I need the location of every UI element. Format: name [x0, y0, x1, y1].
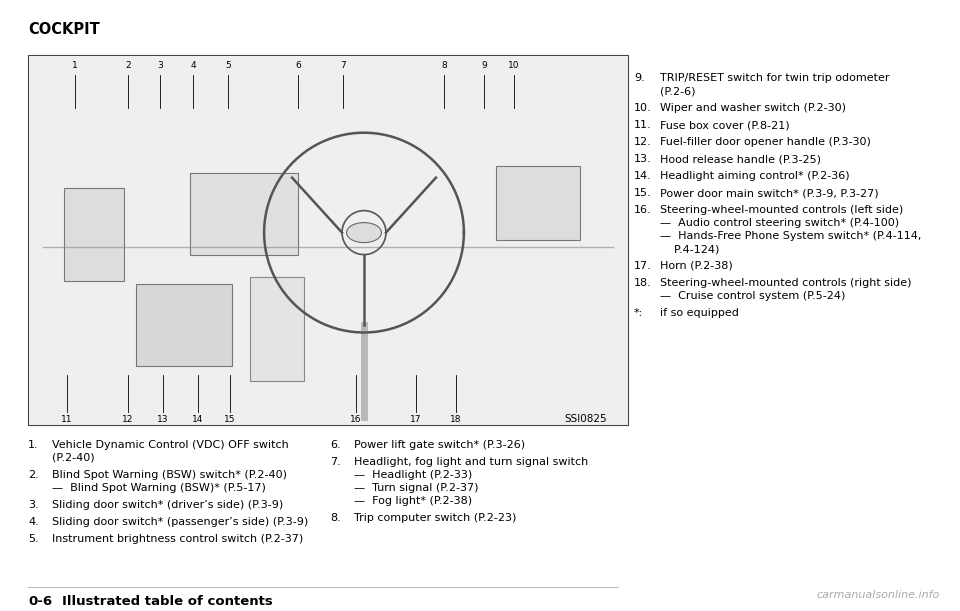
Text: 16.: 16. — [634, 205, 652, 215]
Text: Power lift gate switch* (P.3-26): Power lift gate switch* (P.3-26) — [354, 440, 525, 450]
Text: Sliding door switch* (driver’s side) (P.3-9): Sliding door switch* (driver’s side) (P.… — [52, 500, 283, 510]
Text: Fuel-filler door opener handle (P.3-30): Fuel-filler door opener handle (P.3-30) — [660, 137, 871, 147]
Text: 5.: 5. — [28, 534, 38, 544]
Text: 16: 16 — [350, 415, 362, 424]
Text: Wiper and washer switch (P.2-30): Wiper and washer switch (P.2-30) — [660, 103, 846, 113]
Text: Sliding door switch* (passenger’s side) (P.3-9): Sliding door switch* (passenger’s side) … — [52, 517, 308, 527]
Text: 17.: 17. — [634, 261, 652, 271]
Text: 3.: 3. — [28, 500, 38, 510]
Text: 2: 2 — [125, 61, 131, 70]
Text: Instrument brightness control switch (P.2-37): Instrument brightness control switch (P.… — [52, 534, 303, 544]
Bar — [136, 284, 232, 366]
Ellipse shape — [347, 222, 381, 243]
Text: Trip computer switch (P.2-23): Trip computer switch (P.2-23) — [354, 513, 516, 523]
Text: 18.: 18. — [634, 278, 652, 288]
Text: 0-6: 0-6 — [28, 595, 52, 608]
Text: 15.: 15. — [634, 188, 652, 198]
Bar — [64, 188, 124, 280]
Text: (P.2-6): (P.2-6) — [660, 86, 695, 96]
Text: Headlight, fog light and turn signal switch: Headlight, fog light and turn signal swi… — [354, 457, 588, 467]
Text: P.4-124): P.4-124) — [660, 244, 719, 254]
Text: 13.: 13. — [634, 154, 652, 164]
Text: Headlight aiming control* (P.2-36): Headlight aiming control* (P.2-36) — [660, 171, 850, 181]
Text: 8: 8 — [442, 61, 446, 70]
Text: Hood release handle (P.3-25): Hood release handle (P.3-25) — [660, 154, 821, 164]
Text: Steering-wheel-mounted controls (left side): Steering-wheel-mounted controls (left si… — [660, 205, 903, 215]
Text: 4.: 4. — [28, 517, 38, 527]
Text: TRIP/RESET switch for twin trip odometer: TRIP/RESET switch for twin trip odometer — [660, 73, 890, 83]
Text: Steering-wheel-mounted controls (right side): Steering-wheel-mounted controls (right s… — [660, 278, 911, 288]
Text: 6: 6 — [295, 61, 300, 70]
Text: 3: 3 — [157, 61, 163, 70]
Text: 4: 4 — [190, 61, 196, 70]
Text: 12.: 12. — [634, 137, 652, 147]
Text: Power door main switch* (P.3-9, P.3-27): Power door main switch* (P.3-9, P.3-27) — [660, 188, 878, 198]
Text: —  Turn signal (P.2-37): — Turn signal (P.2-37) — [354, 483, 478, 493]
Text: 10.: 10. — [634, 103, 652, 113]
Text: 11: 11 — [61, 415, 73, 424]
Text: (P.2-40): (P.2-40) — [52, 453, 95, 463]
Bar — [250, 277, 304, 381]
Text: COCKPIT: COCKPIT — [28, 22, 100, 37]
Text: SSI0825: SSI0825 — [564, 414, 607, 424]
Text: 8.: 8. — [330, 513, 341, 523]
Text: 6.: 6. — [330, 440, 341, 450]
Bar — [28, 55, 628, 425]
Text: 9.: 9. — [634, 73, 645, 83]
Text: 2.: 2. — [28, 470, 38, 480]
Text: 13: 13 — [157, 415, 169, 424]
Text: 14.: 14. — [634, 171, 652, 181]
Bar — [190, 174, 298, 255]
Text: 14: 14 — [192, 415, 204, 424]
Text: Horn (P.2-38): Horn (P.2-38) — [660, 261, 732, 271]
Text: 7: 7 — [340, 61, 346, 70]
Text: carmanualsonline.info: carmanualsonline.info — [817, 590, 940, 600]
Text: 18: 18 — [450, 415, 462, 424]
Text: 17: 17 — [410, 415, 421, 424]
Bar — [496, 166, 580, 240]
Text: Vehicle Dynamic Control (VDC) OFF switch: Vehicle Dynamic Control (VDC) OFF switch — [52, 440, 289, 450]
Text: —  Cruise control system (P.5-24): — Cruise control system (P.5-24) — [660, 291, 846, 301]
Text: —  Blind Spot Warning (BSW)* (P.5-17): — Blind Spot Warning (BSW)* (P.5-17) — [52, 483, 266, 493]
Text: 1: 1 — [72, 61, 78, 70]
Text: —  Audio control steering switch* (P.4-100): — Audio control steering switch* (P.4-10… — [660, 218, 900, 228]
Text: —  Hands-Free Phone System switch* (P.4-114,: — Hands-Free Phone System switch* (P.4-1… — [660, 231, 922, 241]
Text: 12: 12 — [122, 415, 133, 424]
Text: —  Headlight (P.2-33): — Headlight (P.2-33) — [354, 470, 472, 480]
Text: 9: 9 — [481, 61, 487, 70]
Text: 15: 15 — [225, 415, 236, 424]
Text: if so equipped: if so equipped — [660, 308, 739, 318]
Text: *:: *: — [634, 308, 643, 318]
Text: Fuse box cover (P.8-21): Fuse box cover (P.8-21) — [660, 120, 790, 130]
Text: 10: 10 — [508, 61, 519, 70]
Text: Illustrated table of contents: Illustrated table of contents — [62, 595, 273, 608]
Text: 11.: 11. — [634, 120, 652, 130]
Text: Blind Spot Warning (BSW) switch* (P.2-40): Blind Spot Warning (BSW) switch* (P.2-40… — [52, 470, 287, 480]
Text: —  Fog light* (P.2-38): — Fog light* (P.2-38) — [354, 496, 472, 506]
Text: 1.: 1. — [28, 440, 38, 450]
Text: 5: 5 — [226, 61, 230, 70]
Bar — [29, 56, 627, 424]
Text: 7.: 7. — [330, 457, 341, 467]
